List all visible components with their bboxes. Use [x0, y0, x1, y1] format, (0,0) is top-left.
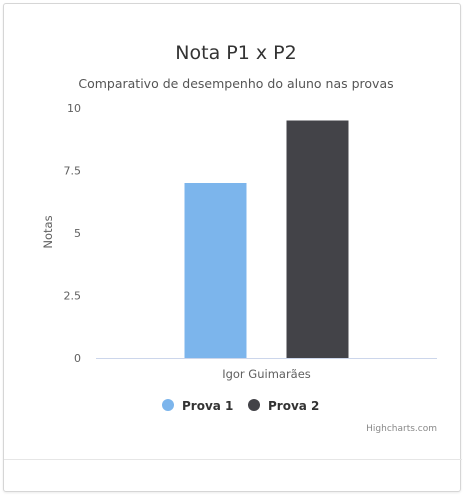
x-tick-label: Igor Guimarães [222, 367, 311, 381]
y-tick-label: 7.5 [64, 165, 82, 178]
credits-link[interactable]: Highcharts.com [366, 424, 437, 434]
y-axis-label: Notas [41, 215, 55, 248]
legend-label: Prova 1 [182, 399, 233, 413]
y-tick-label: 10 [67, 102, 81, 115]
chart-subtitle: Comparativo de desempenho do aluno nas p… [78, 76, 393, 91]
y-tick-label: 0 [74, 352, 81, 365]
legend: Prova 1 Prova 2 [162, 399, 319, 413]
y-axis-ticks: 0 2.5 5 7.5 10 [64, 102, 82, 365]
legend-item-prova-2[interactable]: Prova 2 [248, 399, 319, 413]
chart-title: Nota P1 x P2 [175, 42, 296, 64]
legend-item-prova-1[interactable]: Prova 1 [162, 399, 233, 413]
x-axis-ticks: Igor Guimarães [222, 367, 311, 381]
bar-prova-1 [184, 183, 247, 358]
footer-divider [4, 459, 462, 460]
y-tick-label: 5 [74, 227, 81, 240]
bar-prova-2 [286, 120, 349, 358]
legend-label: Prova 2 [268, 399, 319, 413]
y-tick-label: 2.5 [64, 290, 82, 303]
legend-marker [248, 399, 260, 411]
bars-group [184, 120, 349, 358]
legend-marker [162, 399, 174, 411]
